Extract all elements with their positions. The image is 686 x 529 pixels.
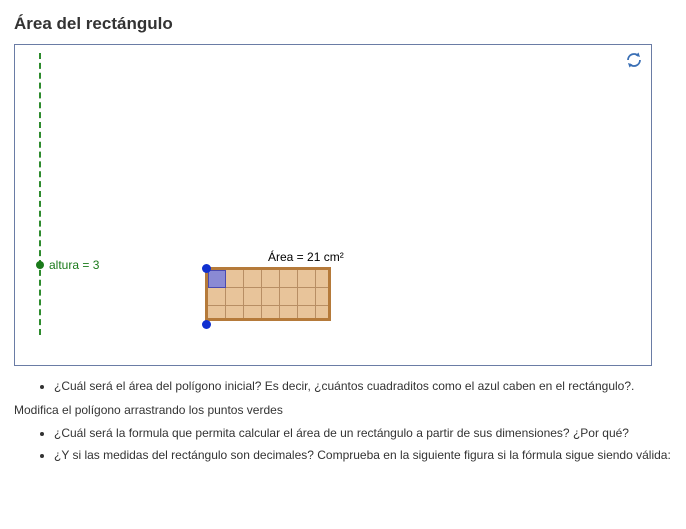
unit-square <box>208 270 226 288</box>
height-label: altura = 3 <box>49 258 99 272</box>
height-handle-point[interactable] <box>36 261 44 269</box>
question-list-bottom: ¿Cuál será la formula que permita calcul… <box>14 425 672 464</box>
rectangle-grid <box>208 270 328 318</box>
rect-handle-top-left[interactable] <box>202 264 211 273</box>
refresh-icon[interactable] <box>625 51 643 69</box>
height-axis <box>39 53 41 335</box>
area-label: Área = 21 cm² <box>268 250 344 264</box>
instruction-text: Modifica el polígono arrastrando los pun… <box>14 403 672 417</box>
question-item: ¿Cuál será la formula que permita calcul… <box>54 425 672 442</box>
geometry-applet: altura = 3 Área = 21 cm² <box>14 44 652 366</box>
question-item: ¿Cuál será el área del polígono inicial?… <box>54 378 672 395</box>
page-title: Área del rectángulo <box>14 14 672 34</box>
rectangle[interactable] <box>205 267 331 321</box>
question-item: ¿Y si las medidas del rectángulo son dec… <box>54 447 672 464</box>
question-list-top: ¿Cuál será el área del polígono inicial?… <box>14 378 672 395</box>
rect-handle-bottom-left[interactable] <box>202 320 211 329</box>
